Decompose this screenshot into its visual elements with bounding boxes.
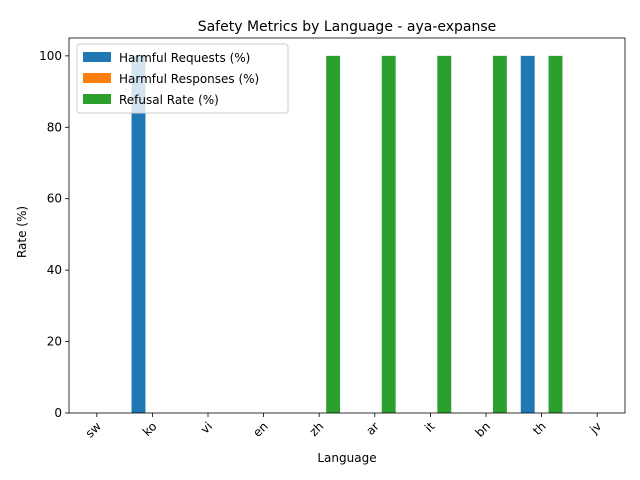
x-tick-label-bn: bn — [472, 419, 493, 440]
legend-label-1: Harmful Responses (%) — [119, 72, 259, 86]
x-tick-label-it: it — [422, 419, 438, 435]
bar-ar-series-2 — [381, 55, 396, 414]
legend-swatch-1 — [83, 73, 111, 83]
x-tick-label-zh: zh — [307, 419, 327, 439]
legend-swatch-0 — [83, 52, 111, 62]
y-tick-label: 60 — [47, 192, 62, 206]
bar-it-series-2 — [437, 55, 452, 414]
y-tick-label: 100 — [39, 49, 62, 63]
legend: Harmful Requests (%) Harmful Responses (%… — [76, 43, 289, 114]
chart-title: Safety Metrics by Language - aya-expanse — [198, 19, 497, 35]
y-tick-label: 80 — [47, 120, 62, 134]
legend-box — [76, 43, 289, 114]
y-tick-label: 0 — [54, 406, 62, 420]
legend-label-0: Harmful Requests (%) — [119, 51, 250, 65]
legend-swatch-2 — [83, 94, 111, 104]
x-axis-label: Language — [317, 451, 376, 465]
y-axis-label: Rate (%) — [15, 206, 29, 258]
bar-th-series-2 — [548, 55, 563, 414]
y-tick-label: 20 — [47, 335, 62, 349]
axes-frame — [68, 37, 626, 414]
x-tick-label-jv: jv — [586, 419, 604, 437]
x-tick-label-en: en — [250, 419, 271, 440]
bar-th-series-0 — [520, 55, 535, 414]
x-tick-label-ko: ko — [140, 419, 160, 439]
bar-ko-series-0 — [131, 55, 146, 414]
bar-bn-series-2 — [492, 55, 507, 414]
x-tick-label-ar: ar — [363, 419, 382, 438]
x-tick-label-vi: vi — [198, 419, 215, 436]
x-tick-label-th: th — [530, 419, 549, 438]
legend-label-2: Refusal Rate (%) — [119, 93, 219, 107]
x-tick-label-sw: sw — [83, 419, 104, 440]
y-tick-label: 40 — [47, 263, 62, 277]
bar-zh-series-2 — [326, 55, 341, 414]
